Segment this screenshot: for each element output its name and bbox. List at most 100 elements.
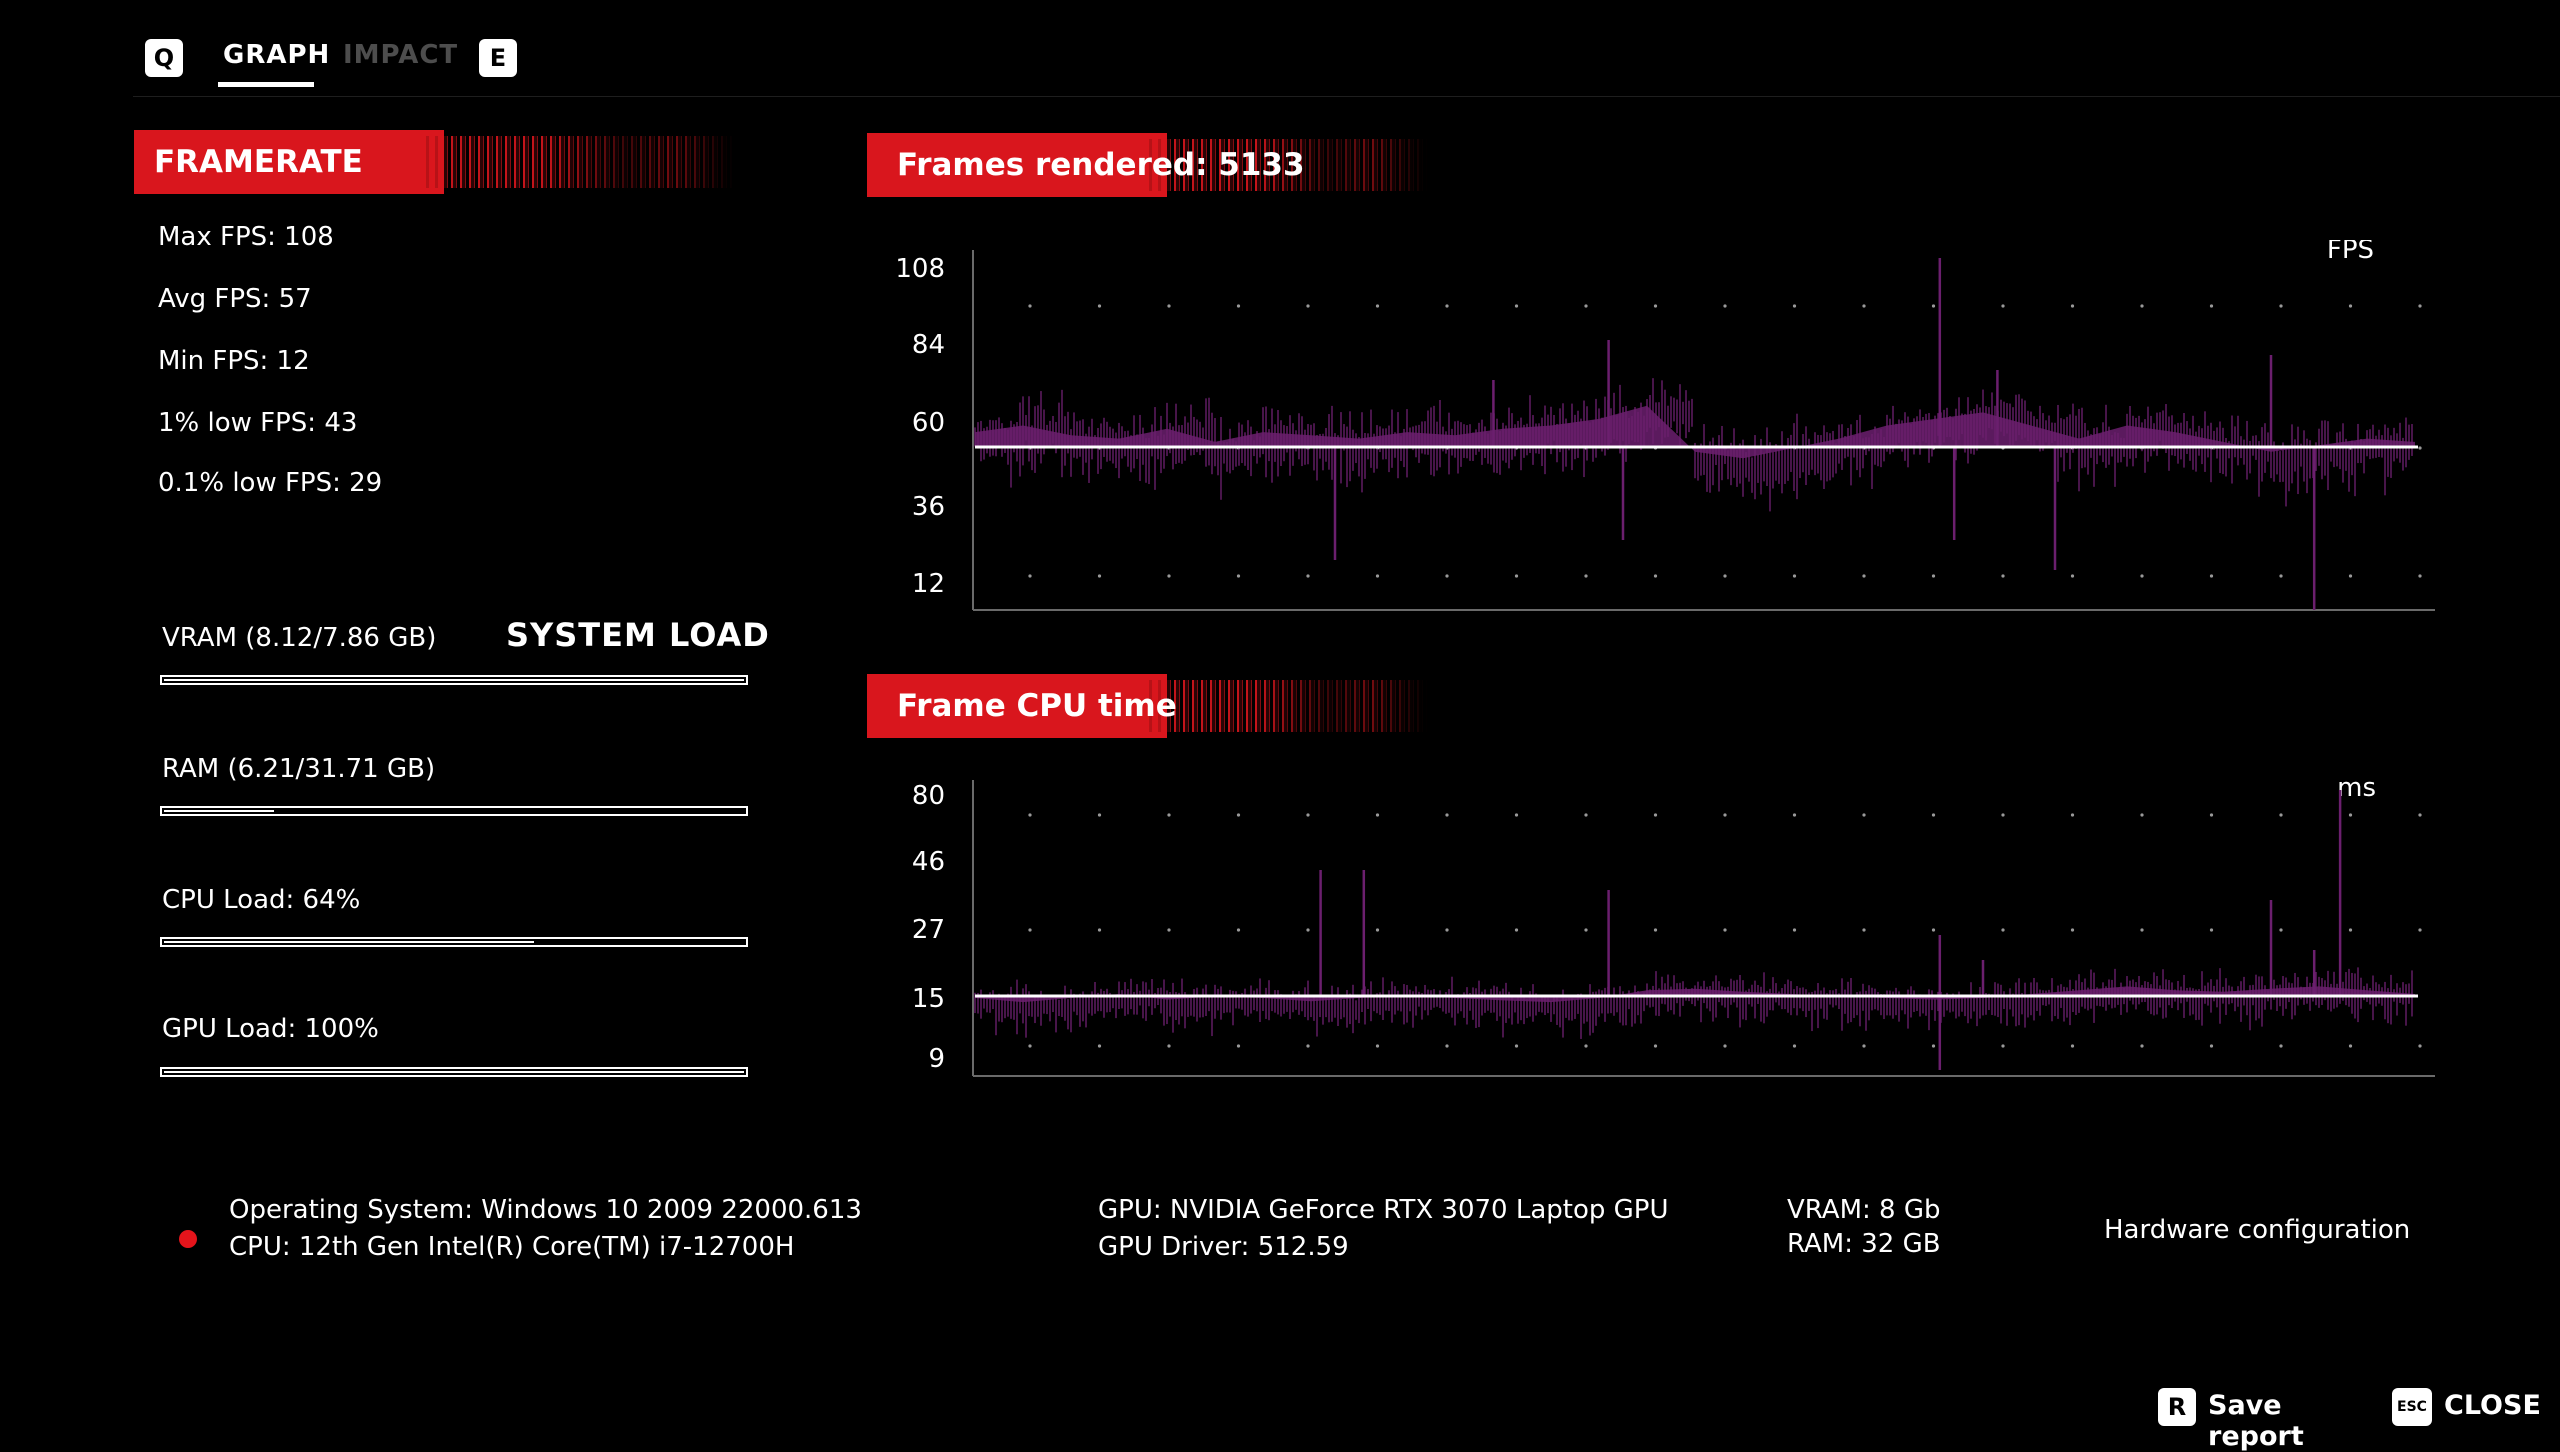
ram-load-label: RAM (6.21/31.71 GB) (162, 754, 436, 784)
cpu-load-fill (164, 941, 534, 943)
vram-info: VRAM: 8 Gb (1787, 1195, 1941, 1225)
point-one-percent-low-stat: 0.1% low FPS: 29 (158, 468, 383, 498)
grid-dot (2070, 304, 2075, 308)
grid-dot (2001, 928, 2005, 932)
y-tick-label: 80 (912, 781, 945, 811)
grid-dot (1097, 928, 1102, 932)
avg-fps-stat: Avg FPS: 57 (158, 284, 312, 314)
framerate-title: FRAMERATE (154, 144, 363, 180)
active-tab-indicator (218, 82, 314, 87)
frames-rendered-title: Frames rendered: 5133 (897, 147, 1305, 183)
tab-impact[interactable]: IMPACT (343, 40, 459, 70)
grid-dot (2279, 574, 2283, 578)
grid-dot (1723, 928, 1727, 932)
e-key-button[interactable]: E (479, 39, 517, 77)
grid-dot (1584, 928, 1588, 932)
status-dot (179, 1230, 197, 1248)
grid-dot (2070, 813, 2075, 817)
grid-dot (1514, 813, 1519, 817)
grid-dot (1653, 813, 1658, 817)
grid-dot (2279, 1044, 2283, 1048)
y-tick-label: 60 (912, 408, 945, 438)
grid-dot (1584, 574, 1588, 578)
gpu-info: GPU: NVIDIA GeForce RTX 3070 Laptop GPU (1098, 1195, 1669, 1225)
y-tick-label: 46 (912, 847, 945, 877)
system-load-title: SYSTEM LOAD (506, 616, 770, 654)
hardware-configuration-label: Hardware configuration (2104, 1215, 2411, 1245)
os-info: Operating System: Windows 10 2009 22000.… (229, 1195, 862, 1225)
grid-dot (1653, 574, 1658, 578)
fps-chart: 108 84 60 36 12 FPS (895, 240, 2435, 611)
grid-dot (2070, 1044, 2075, 1048)
grid-dot (1723, 574, 1727, 578)
save-report-button[interactable]: R Save report (2158, 1386, 2363, 1452)
grid-dot (1862, 304, 1866, 308)
frame-cpu-time-title: Frame CPU time (897, 688, 1177, 724)
y-tick-label: 12 (912, 569, 945, 599)
grid-dot (1306, 813, 1310, 817)
grid-dot (1514, 304, 1519, 308)
ram-info: RAM: 32 GB (1787, 1229, 1941, 1259)
grid-dot (2209, 1044, 2214, 1048)
grid-dot (1931, 928, 1936, 932)
gpu-load-fill (164, 1071, 744, 1073)
grid-dot (1375, 928, 1380, 932)
grid-dot (1375, 813, 1380, 817)
close-button[interactable]: ESC CLOSE (2392, 1386, 2541, 1426)
grid-dot (1236, 813, 1241, 817)
grid-dot (2070, 574, 2075, 578)
one-percent-low-stat: 1% low FPS: 43 (158, 408, 358, 438)
grid-dot (1375, 304, 1380, 308)
grid-dot (2418, 813, 2422, 817)
esc-key-icon: ESC (2392, 1388, 2432, 1426)
grid-dot (2001, 574, 2005, 578)
grid-dot (2140, 304, 2144, 308)
y-tick-label: 108 (895, 254, 945, 284)
vram-load-label: VRAM (8.12/7.86 GB) (162, 623, 437, 653)
vram-load-bar (160, 675, 748, 685)
max-fps-stat: Max FPS: 108 (158, 222, 334, 252)
grid-dot (2140, 574, 2144, 578)
y-tick-label: 84 (912, 330, 945, 360)
grid-dot (2418, 304, 2422, 308)
grid-dot (1584, 813, 1588, 817)
y-tick-label: 15 (912, 984, 945, 1014)
ram-load-bar (160, 806, 748, 816)
grid-dot (2001, 304, 2005, 308)
grid-dot (2209, 574, 2214, 578)
grid-dot (2140, 1044, 2144, 1048)
grid-dot (1306, 1044, 1310, 1048)
grid-dot (2418, 1044, 2422, 1048)
grid-dot (1167, 304, 1171, 308)
grid-dot (1167, 574, 1171, 578)
grid-dot (2070, 928, 2075, 932)
frame-cpu-time-header: Frame CPU time (867, 674, 1427, 738)
grid-dot (2140, 928, 2144, 932)
grid-dot (2418, 446, 2422, 450)
grid-dot (1931, 813, 1936, 817)
grid-dot (1653, 928, 1658, 932)
grid-dot (1236, 928, 1241, 932)
grid-dot (1167, 928, 1171, 932)
q-key-button[interactable]: Q (145, 39, 183, 77)
grid-dot (1306, 928, 1310, 932)
grid-dot (2348, 304, 2353, 308)
grid-dot (2001, 813, 2005, 817)
grid-dot (1236, 304, 1241, 308)
r-key-icon: R (2158, 1388, 2196, 1426)
grid-dot (1097, 304, 1102, 308)
grid-dot (1236, 574, 1241, 578)
grid-dot (1584, 1044, 1588, 1048)
grid-dot (1028, 928, 1032, 932)
grid-dot (1445, 813, 1449, 817)
grid-dot (1028, 304, 1032, 308)
grid-dot (2348, 1044, 2353, 1048)
grid-dot (1097, 1044, 1102, 1048)
tab-graph[interactable]: GRAPH (223, 40, 331, 70)
grid-dot (1862, 1044, 1866, 1048)
grid-dot (1097, 813, 1102, 817)
grid-dot (1097, 574, 1102, 578)
framerate-header: FRAMERATE (134, 130, 734, 194)
gpu-load-label: GPU Load: 100% (162, 1014, 379, 1044)
y-tick-label: 27 (912, 915, 945, 945)
